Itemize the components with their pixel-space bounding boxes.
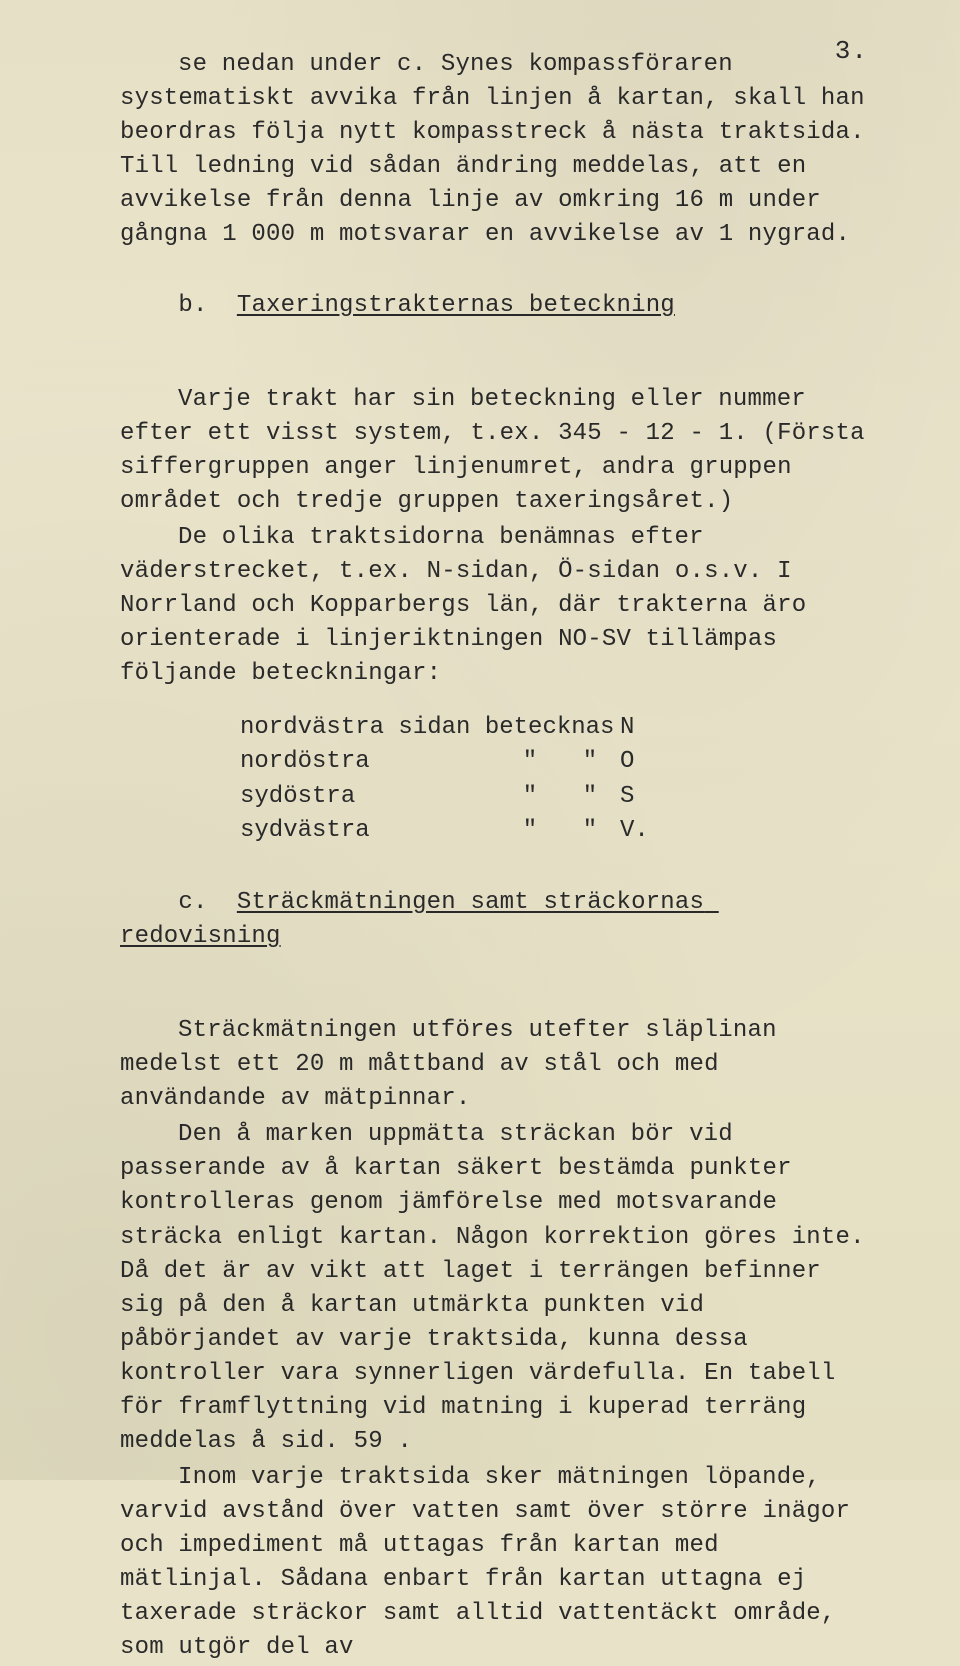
paragraph-b2: De olika traktsidorna benämnas efter väd…	[120, 521, 870, 691]
cell: nordvästra sidan betecknas	[240, 711, 500, 745]
table-row: nordöstra " " O	[240, 745, 870, 779]
ditto-mark: "	[500, 814, 560, 848]
section-b-title: Taxeringstrakternas beteckning	[237, 292, 675, 319]
section-c-label: c.	[178, 889, 236, 916]
cell: sydvästra	[240, 814, 500, 848]
cell: nordöstra	[240, 745, 500, 779]
ditto-mark: "	[500, 745, 560, 779]
table-row: nordvästra sidan betecknas N	[240, 711, 870, 745]
scanned-page: 3. se nedan under c. Synes kompassförare…	[0, 0, 960, 1480]
paragraph-b1: Varje trakt har sin beteckning eller num…	[120, 383, 870, 519]
cell: N	[620, 711, 680, 745]
ditto-mark: "	[560, 780, 620, 814]
cell	[560, 711, 620, 745]
ditto-mark: "	[560, 745, 620, 779]
paragraph-c1: Sträckmätningen utföres utefter släplina…	[120, 1014, 870, 1116]
page-number: 3.	[835, 36, 868, 66]
ditto-mark: "	[560, 814, 620, 848]
table-row: sydöstra " " S	[240, 780, 870, 814]
paragraph-c2: Den å marken uppmätta sträckan bör vid p…	[120, 1118, 870, 1459]
cell: sydöstra	[240, 780, 500, 814]
ditto-mark: "	[500, 780, 560, 814]
table-row: sydvästra " " V.	[240, 814, 870, 848]
cell	[500, 711, 560, 745]
section-c-heading: c. Sträckmätningen samt sträckornas redo…	[120, 852, 870, 988]
cell: S	[620, 780, 680, 814]
paragraph-intro: se nedan under c. Synes kompassföraren s…	[120, 48, 870, 252]
cell: V.	[620, 814, 680, 848]
section-b-heading: b. Taxeringstrakternas beteckning	[120, 254, 870, 356]
section-b-label: b.	[178, 292, 236, 319]
cell: O	[620, 745, 680, 779]
designation-table: nordvästra sidan betecknas N nordöstra "…	[240, 711, 870, 847]
paragraph-c3: Inom varje traktsida sker mätningen löpa…	[120, 1461, 870, 1665]
